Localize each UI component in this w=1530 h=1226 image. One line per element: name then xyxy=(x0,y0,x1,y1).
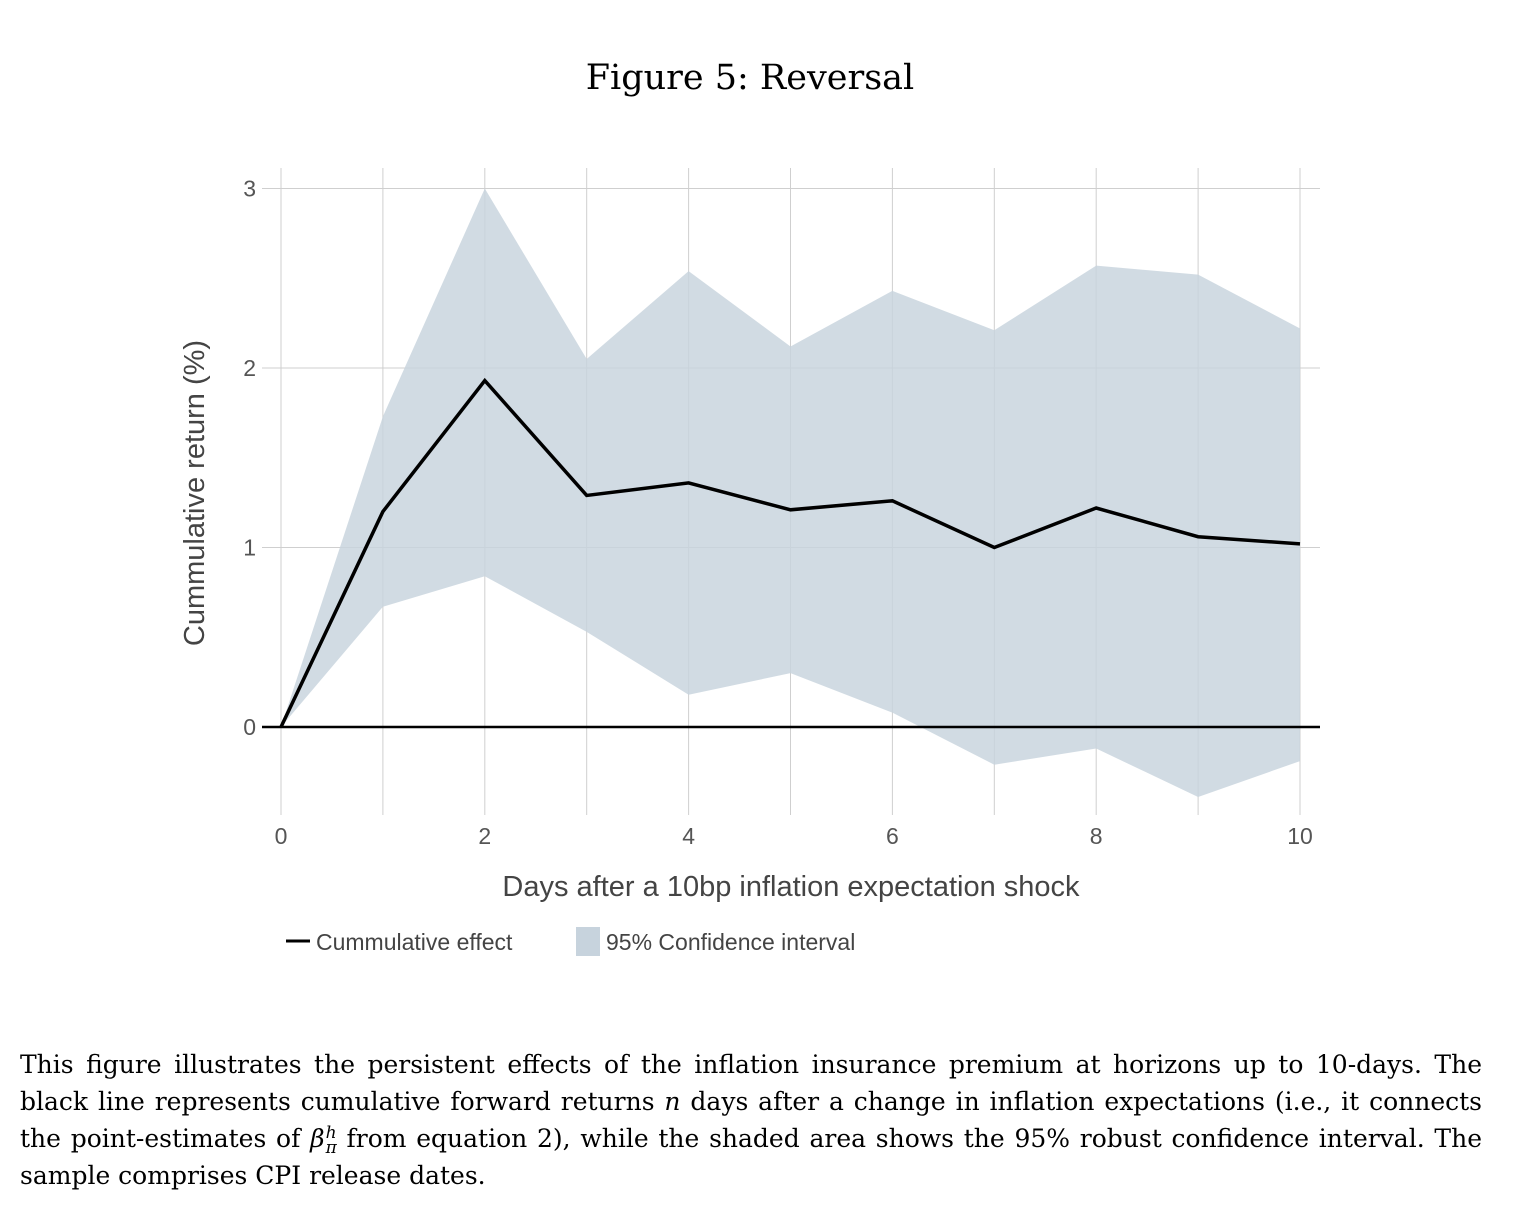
figure-caption: This figure illustrates the persistent e… xyxy=(20,1046,1482,1194)
x-tick-label: 8 xyxy=(1090,823,1103,849)
chart: 0 2 4 6 8 10 0 1 2 3 Days after a 10bp inflation … xyxy=(179,168,1320,956)
legend-band-swatch xyxy=(576,927,600,956)
caption-part-3: from equation 2), while the shaded area … xyxy=(20,1124,1482,1190)
confidence-band xyxy=(281,188,1300,798)
figure-title: Figure 5: Reversal xyxy=(585,58,915,98)
x-tick-label: 0 xyxy=(275,823,288,849)
y-tick-label: 2 xyxy=(243,355,256,381)
confidence-band-layer xyxy=(281,188,1300,798)
x-tick-label: 4 xyxy=(682,823,695,849)
caption-subscript-pi: π xyxy=(325,1137,337,1158)
y-tick-label: 1 xyxy=(243,535,256,561)
caption-beta: β xyxy=(310,1124,325,1153)
x-tick-label: 10 xyxy=(1287,823,1313,849)
y-tick-label: 3 xyxy=(243,176,256,202)
y-axis-label: Cummulative return (%) xyxy=(179,340,211,646)
tick-labels: 0 2 4 6 8 10 0 1 2 3 xyxy=(243,176,1313,850)
line-layer xyxy=(262,377,1320,729)
caption-part-1: This figure illustrates the persistent e… xyxy=(20,1050,1482,1116)
caption-variable-n: n xyxy=(664,1087,681,1116)
caption-superscript-h: h xyxy=(325,1122,337,1143)
x-tick-label: 6 xyxy=(886,823,899,849)
legend: Cummulative effect 95% Confidence interv… xyxy=(286,927,855,956)
y-tick-label: 0 xyxy=(243,714,256,740)
legend-label-effect: Cummulative effect xyxy=(316,929,513,955)
x-axis-label: Days after a 10bp inflation expectation … xyxy=(502,871,1080,903)
x-tick-label: 2 xyxy=(478,823,491,849)
caption-part-2: days after a change in inflation expecta… xyxy=(20,1087,1482,1153)
legend-label-ci: 95% Confidence interval xyxy=(606,929,855,955)
